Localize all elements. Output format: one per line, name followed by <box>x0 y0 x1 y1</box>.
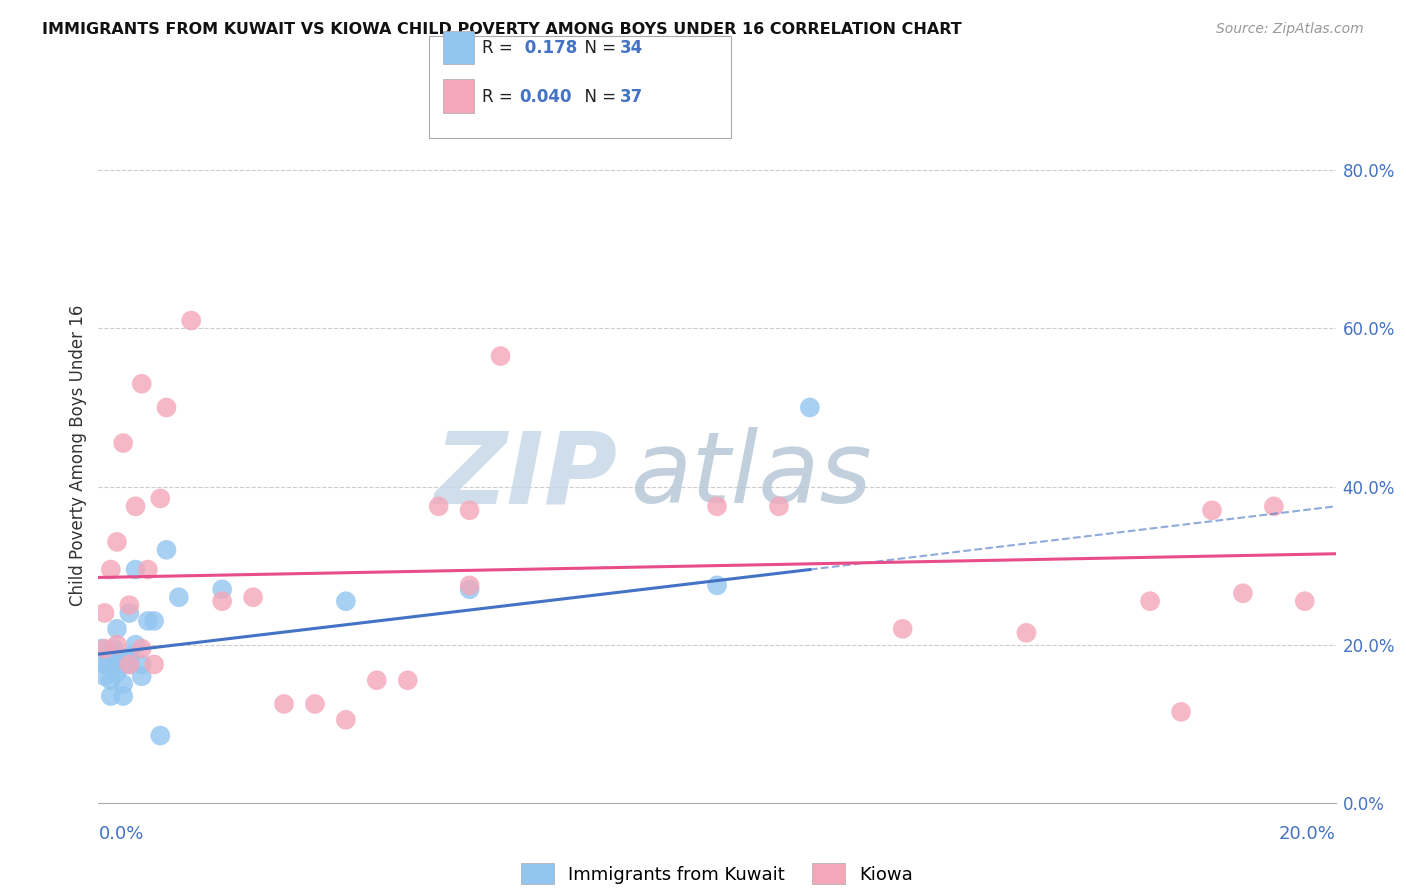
Text: N =: N = <box>574 87 621 105</box>
Text: 0.040: 0.040 <box>519 87 571 105</box>
Point <box>105 649 128 664</box>
Point <box>103 641 125 656</box>
Point <box>136 563 159 577</box>
Point <box>93 657 115 672</box>
Text: R =: R = <box>482 39 519 57</box>
Point <box>1015 625 1038 640</box>
Text: 0.0%: 0.0% <box>98 825 143 843</box>
Text: 37: 37 <box>620 87 644 105</box>
Point <box>335 594 357 608</box>
Point <box>149 491 172 506</box>
Text: 20.0%: 20.0% <box>1279 825 1336 843</box>
Point <box>93 669 115 683</box>
Point <box>1232 586 1254 600</box>
Point <box>112 677 135 691</box>
Point <box>458 582 481 597</box>
Point <box>97 657 120 672</box>
Point <box>427 500 450 514</box>
Point <box>143 614 166 628</box>
Point <box>304 697 326 711</box>
Point <box>112 436 135 450</box>
Point <box>93 641 115 656</box>
Point <box>799 401 821 415</box>
Point <box>155 401 177 415</box>
Text: Source: ZipAtlas.com: Source: ZipAtlas.com <box>1216 22 1364 37</box>
Point <box>105 665 128 680</box>
Point <box>131 669 153 683</box>
Point <box>396 673 419 688</box>
Point <box>706 500 728 514</box>
Text: N =: N = <box>574 39 621 57</box>
Y-axis label: Child Poverty Among Boys Under 16: Child Poverty Among Boys Under 16 <box>69 304 87 606</box>
Point <box>93 606 115 620</box>
Point <box>118 657 141 672</box>
Point <box>242 591 264 605</box>
Point <box>1201 503 1223 517</box>
Point <box>180 313 202 327</box>
Point <box>489 349 512 363</box>
Point <box>100 563 122 577</box>
Point <box>1139 594 1161 608</box>
Point <box>100 673 122 688</box>
Point <box>100 646 122 660</box>
Point <box>211 582 233 597</box>
Point <box>458 578 481 592</box>
Point <box>1263 500 1285 514</box>
Point <box>211 594 233 608</box>
Point <box>100 689 122 703</box>
Point <box>131 657 153 672</box>
Point <box>124 500 146 514</box>
Point <box>706 578 728 592</box>
Point <box>124 638 146 652</box>
Text: IMMIGRANTS FROM KUWAIT VS KIOWA CHILD POVERTY AMONG BOYS UNDER 16 CORRELATION CH: IMMIGRANTS FROM KUWAIT VS KIOWA CHILD PO… <box>42 22 962 37</box>
Text: ZIP: ZIP <box>434 427 619 524</box>
Point <box>105 657 128 672</box>
Point <box>105 622 128 636</box>
Point <box>458 503 481 517</box>
Point <box>136 614 159 628</box>
Point <box>335 713 357 727</box>
Point <box>131 376 153 391</box>
Point <box>1294 594 1316 608</box>
Point <box>1170 705 1192 719</box>
Point <box>105 638 128 652</box>
Point <box>105 534 128 549</box>
Point <box>366 673 388 688</box>
Point <box>167 591 190 605</box>
Legend: Immigrants from Kuwait, Kiowa: Immigrants from Kuwait, Kiowa <box>522 863 912 884</box>
Point <box>118 653 141 667</box>
Point <box>118 657 141 672</box>
Point <box>131 641 153 656</box>
Text: R =: R = <box>482 87 519 105</box>
Point <box>118 598 141 612</box>
Point <box>768 500 790 514</box>
Point <box>891 622 914 636</box>
Text: 34: 34 <box>620 39 644 57</box>
Point <box>112 689 135 703</box>
Point <box>143 657 166 672</box>
Point <box>124 563 146 577</box>
Point <box>273 697 295 711</box>
Point <box>155 542 177 557</box>
Point <box>118 649 141 664</box>
Text: atlas: atlas <box>630 427 872 524</box>
Point <box>149 729 172 743</box>
Point <box>112 657 135 672</box>
Point <box>90 641 112 656</box>
Point <box>118 606 141 620</box>
Point <box>112 657 135 672</box>
Text: 0.178: 0.178 <box>519 39 576 57</box>
